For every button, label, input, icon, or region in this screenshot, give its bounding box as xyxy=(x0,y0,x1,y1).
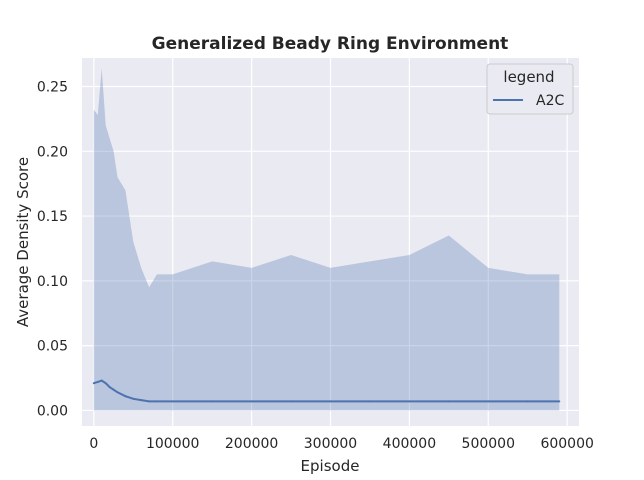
confidence-band xyxy=(93,68,560,411)
data-point xyxy=(211,400,214,403)
x-tick-label: 500000 xyxy=(462,436,515,452)
data-point xyxy=(447,400,450,403)
data-point xyxy=(329,400,332,403)
y-tick-label: 0.10 xyxy=(37,274,68,290)
data-point xyxy=(368,400,371,403)
data-point xyxy=(124,395,127,398)
x-tick-label: 0 xyxy=(89,436,98,452)
data-point xyxy=(96,380,99,383)
data-point xyxy=(408,400,411,403)
data-point xyxy=(140,399,143,402)
legend: legend A2C xyxy=(486,63,574,115)
series-lines xyxy=(92,379,561,403)
x-tick-label: 400000 xyxy=(383,436,436,452)
y-tick-label: 0.00 xyxy=(37,403,68,419)
grid xyxy=(82,58,579,426)
confidence-band-a2c xyxy=(93,68,560,411)
data-point xyxy=(100,379,103,382)
data-point xyxy=(132,397,135,400)
x-tick-labels: 0 100000 200000 300000 400000 500000 600000 xyxy=(89,436,594,452)
y-axis-label: Average Density Score xyxy=(14,157,32,327)
y-tick-label: 0.25 xyxy=(37,80,68,96)
data-point xyxy=(104,382,107,385)
legend-title: legend xyxy=(503,68,554,86)
chart-title: Generalized Beady Ring Environment xyxy=(152,34,509,54)
y-tick-labels: 0.00 0.05 0.10 0.15 0.20 0.25 xyxy=(37,80,68,420)
y-tick-label: 0.05 xyxy=(37,339,68,355)
x-axis-label: Episode xyxy=(301,457,360,475)
data-point xyxy=(526,400,529,403)
data-point xyxy=(250,400,253,403)
x-tick-label: 100000 xyxy=(146,436,199,452)
data-point xyxy=(558,400,561,403)
x-tick-label: 600000 xyxy=(540,436,593,452)
data-point xyxy=(108,386,111,389)
legend-box xyxy=(486,63,574,115)
legend-item-a2c: A2C xyxy=(536,93,564,109)
data-point xyxy=(290,400,293,403)
data-point xyxy=(92,382,95,385)
y-tick-label: 0.15 xyxy=(37,209,68,225)
data-point xyxy=(148,400,151,403)
data-point xyxy=(112,388,115,391)
data-point xyxy=(487,400,490,403)
x-tick-label: 200000 xyxy=(225,436,278,452)
data-point xyxy=(155,400,158,403)
x-tick-label: 300000 xyxy=(304,436,357,452)
data-point xyxy=(116,391,119,394)
y-tick-label: 0.20 xyxy=(37,144,68,160)
data-point xyxy=(171,400,174,403)
